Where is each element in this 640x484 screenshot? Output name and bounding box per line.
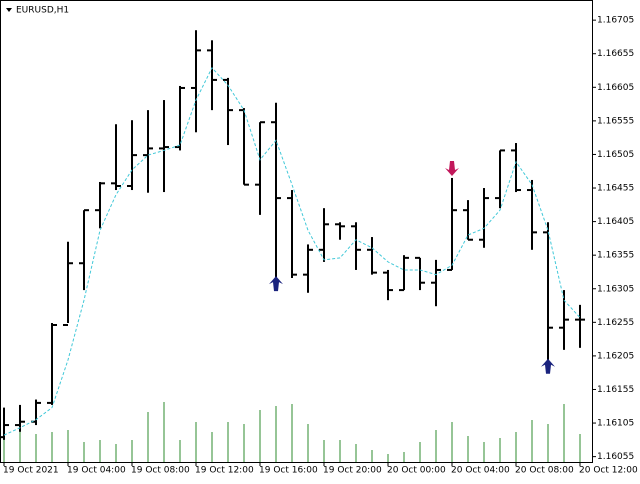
y-tick-label: 1.16155 <box>597 385 634 395</box>
y-tick-label: 1.16655 <box>597 49 634 59</box>
y-tick-label: 1.16705 <box>597 16 634 26</box>
x-tick-label: 19 Oct 12:00 <box>195 466 254 476</box>
menu-triangle[interactable] <box>6 8 12 12</box>
y-tick-label: 1.16355 <box>597 251 634 261</box>
x-tick-label: 19 Oct 04:00 <box>67 466 126 476</box>
y-tick-label: 1.16455 <box>597 184 634 194</box>
x-tick-label: 19 Oct 20:00 <box>323 466 382 476</box>
y-tick-label: 1.16205 <box>597 351 634 361</box>
y-tick-label: 1.16305 <box>597 284 634 294</box>
buy-arrow <box>269 276 283 292</box>
x-tick-label: 20 Oct 08:00 <box>515 466 574 476</box>
y-tick-label: 1.16605 <box>597 83 634 93</box>
x-tick-label: 19 Oct 16:00 <box>259 466 318 476</box>
y-tick-label: 1.16055 <box>597 452 634 462</box>
y-tick-label: 1.16405 <box>597 217 634 227</box>
x-tick-label: 19 Oct 08:00 <box>131 466 190 476</box>
x-tick-label: 20 Oct 00:00 <box>387 466 446 476</box>
chart-title: EURUSD,H1 <box>16 6 69 16</box>
sell-arrow <box>445 160 459 176</box>
plot-frame <box>0 0 593 463</box>
x-tick-label: 19 Oct 2021 <box>3 466 59 476</box>
buy-arrow <box>541 358 555 374</box>
y-tick-label: 1.16105 <box>597 419 634 429</box>
y-tick-label: 1.16255 <box>597 318 634 328</box>
y-tick-label: 1.16505 <box>597 150 634 160</box>
moving-average <box>3 66 581 436</box>
x-tick-label: 20 Oct 12:00 <box>579 466 638 476</box>
y-tick-label: 1.16555 <box>597 116 634 126</box>
x-tick-label: 20 Oct 04:00 <box>451 466 510 476</box>
